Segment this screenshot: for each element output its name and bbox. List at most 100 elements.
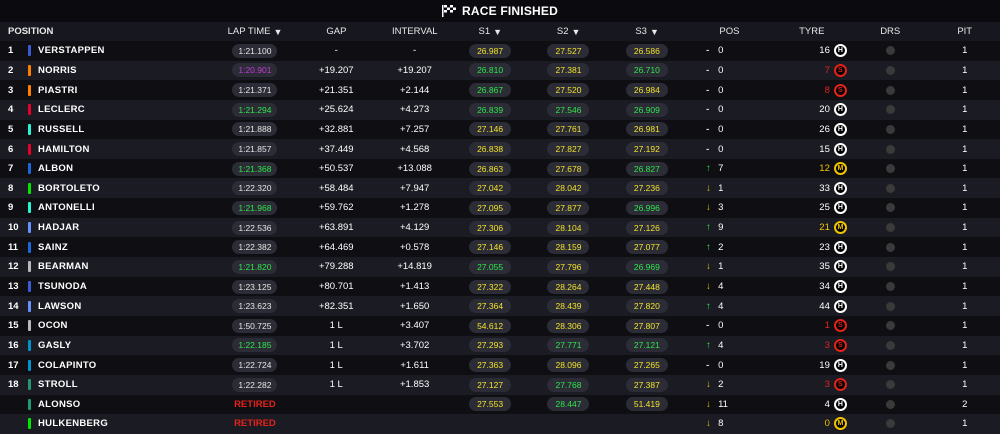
table-row[interactable]: 18 STROLL 1:22.282 1 L +1.853 27.127 27.… xyxy=(0,374,1000,395)
gap-value: +21.351 xyxy=(318,84,354,96)
driver-name: BORTOLETO xyxy=(38,182,100,194)
sector-2-cell: 27.546 xyxy=(529,102,607,117)
tyre-laps: 26 xyxy=(819,123,830,135)
position-cell: 15 OCON xyxy=(0,320,216,332)
position-change-value: 0 xyxy=(718,320,724,332)
col-drs[interactable]: DRS xyxy=(880,26,901,37)
table-row[interactable]: ALONSO RETIRED 27.553 28.447 51.419 ↓ 11… xyxy=(0,394,1000,415)
table-row[interactable]: 12 BEARMAN 1:21.820 +79.288 +14.819 27.0… xyxy=(0,257,1000,277)
drs-cell xyxy=(851,164,929,174)
table-row[interactable]: 4 LECLERC 1:21.294 +25.624 +4.273 26.839… xyxy=(0,99,1000,120)
table-row[interactable]: 9 ANTONELLI 1:21.968 +59.762 +1.278 27.0… xyxy=(0,198,1000,218)
position-change-cell: ↓ 4 xyxy=(686,281,773,292)
position-change-value: 0 xyxy=(718,143,724,155)
tyre-compound-icon: S xyxy=(833,378,847,392)
table-row[interactable]: 2 NORRIS 1:20.901 +19.207 +19.207 26.810… xyxy=(0,60,1000,81)
position-number: 4 xyxy=(8,104,14,116)
sector-2-cell: 27.761 xyxy=(529,122,607,137)
col-lap-time[interactable]: LAP TIME ▼ xyxy=(216,26,294,37)
pit-stops-value: 1 xyxy=(962,123,968,135)
col-gap[interactable]: GAP xyxy=(326,26,347,37)
sector-s3-value: 27.265 xyxy=(625,358,668,373)
pit-stops-value: 1 xyxy=(962,202,968,214)
tyre-laps: 3 xyxy=(824,339,830,351)
table-row[interactable]: 8 BORTOLETO 1:22.320 +58.484 +7.947 27.0… xyxy=(0,178,1000,199)
position-change-value: 0 xyxy=(718,64,724,76)
tyre-laps: 16 xyxy=(819,45,830,57)
table-row[interactable]: 17 COLAPINTO 1:22.724 1 L +1.611 27.363 … xyxy=(0,355,1000,375)
tyre-laps: 7 xyxy=(824,64,830,76)
position-number: 15 xyxy=(8,320,19,332)
sector-1-cell: 27.306 xyxy=(451,220,529,235)
position-number: 8 xyxy=(8,182,14,194)
table-row[interactable]: 6 HAMILTON 1:21.857 +37.449 +4.568 26.83… xyxy=(0,139,1000,159)
position-change-cell: - 0 xyxy=(686,45,773,56)
col-s2[interactable]: S2 ▼ xyxy=(529,26,607,37)
col-pos-change[interactable]: POS xyxy=(719,26,740,37)
table-row[interactable]: 10 HADJAR 1:22.536 +63.891 +4.129 27.306… xyxy=(0,217,1000,238)
col-position[interactable]: POSITION xyxy=(8,26,54,37)
position-number: 10 xyxy=(8,222,19,234)
drs-cell xyxy=(851,282,929,291)
drs-indicator-icon xyxy=(885,282,895,291)
drs-cell xyxy=(851,223,929,233)
sector-3-cell: 26.827 xyxy=(608,161,686,176)
gap-value: +59.762 xyxy=(318,202,354,214)
col-s3[interactable]: S3 ▼ xyxy=(608,26,686,37)
interval-value: - xyxy=(413,45,417,57)
table-row[interactable]: 11 SAINZ 1:22.382 +64.469 +0.578 27.146 … xyxy=(0,237,1000,258)
col-tyre[interactable]: TYRE xyxy=(799,26,825,37)
sector-s3-value: 27.820 xyxy=(625,299,668,314)
sector-1-cell: 27.553 xyxy=(451,397,529,412)
sector-2-cell: 28.159 xyxy=(529,240,607,255)
position-number: 3 xyxy=(8,84,14,96)
driver-name: STROLL xyxy=(38,379,78,391)
tyre-laps: 35 xyxy=(819,261,830,273)
table-header: POSITION LAP TIME ▼ GAP INTERVAL S1 ▼ S2 ▼ … xyxy=(0,22,1000,41)
sector-s1-value: 26.838 xyxy=(469,142,512,157)
drs-indicator-icon xyxy=(885,301,895,311)
sector-3-cell: 26.984 xyxy=(608,83,686,98)
dash-icon: - xyxy=(706,64,710,76)
position-number: 7 xyxy=(8,163,14,175)
sector-s1-value: 27.127 xyxy=(469,377,512,392)
interval-value: +13.088 xyxy=(397,163,432,175)
drs-indicator-icon xyxy=(885,65,895,75)
team-color-bar xyxy=(28,300,31,312)
table-row[interactable]: HULKENBERG RETIRED ↓ 8 0 M 1 xyxy=(0,414,1000,434)
position-number: 16 xyxy=(8,339,19,351)
col-interval[interactable]: INTERVAL xyxy=(392,26,438,37)
lap-time-cell: 1:21.888 xyxy=(216,122,294,137)
sector-3-cell: 27.265 xyxy=(608,358,686,373)
table-row[interactable]: 3 PIASTRI 1:21.371 +21.351 +2.144 26.867… xyxy=(0,80,1000,100)
position-change-value: 0 xyxy=(718,104,724,116)
team-color-bar xyxy=(28,182,31,194)
interval-value: +4.273 xyxy=(399,104,430,116)
position-cell: 1 VERSTAPPEN xyxy=(0,45,216,57)
interval-value: +1.650 xyxy=(399,300,430,312)
dash-icon: - xyxy=(706,45,710,57)
table-row[interactable]: 5 RUSSELL 1:21.888 +32.881 +7.257 27.146… xyxy=(0,119,1000,140)
table-row[interactable]: 7 ALBON 1:21.368 +50.537 +13.088 26.863 … xyxy=(0,158,1000,179)
gap-value: 1 L xyxy=(329,339,343,351)
lap-time-cell: 1:21.857 xyxy=(216,142,294,157)
table-row[interactable]: 1 VERSTAPPEN 1:21.100 - - 26.987 27.527 … xyxy=(0,41,1000,61)
tyre-compound-icon: H xyxy=(833,280,847,293)
drs-cell xyxy=(851,85,929,95)
sector-s1-value: 27.363 xyxy=(469,358,512,373)
position-change-value: 0 xyxy=(718,123,724,135)
table-row[interactable]: 16 GASLY 1:22.185 1 L +3.702 27.293 27.7… xyxy=(0,335,1000,356)
gap-value: +82.351 xyxy=(318,300,354,312)
col-pit[interactable]: PIT xyxy=(957,26,973,37)
tyre-compound-icon: H xyxy=(833,142,847,156)
sector-s1-value: 26.987 xyxy=(469,43,512,58)
position-number: 17 xyxy=(8,359,19,371)
table-row[interactable]: 13 TSUNODA 1:23.125 +80.701 +1.413 27.32… xyxy=(0,276,1000,297)
gap-value: +80.701 xyxy=(318,281,354,292)
table-row[interactable]: 15 OCON 1:50.725 1 L +3.407 54.612 28.30… xyxy=(0,315,1000,336)
tyre-laps: 25 xyxy=(819,202,830,214)
sector-1-cell: 27.095 xyxy=(451,200,529,215)
col-s1[interactable]: S1 ▼ xyxy=(451,26,529,37)
lap-time-cell: 1:21.968 xyxy=(216,200,294,215)
table-row[interactable]: 14 LAWSON 1:23.623 +82.351 +1.650 27.364… xyxy=(0,296,1000,316)
